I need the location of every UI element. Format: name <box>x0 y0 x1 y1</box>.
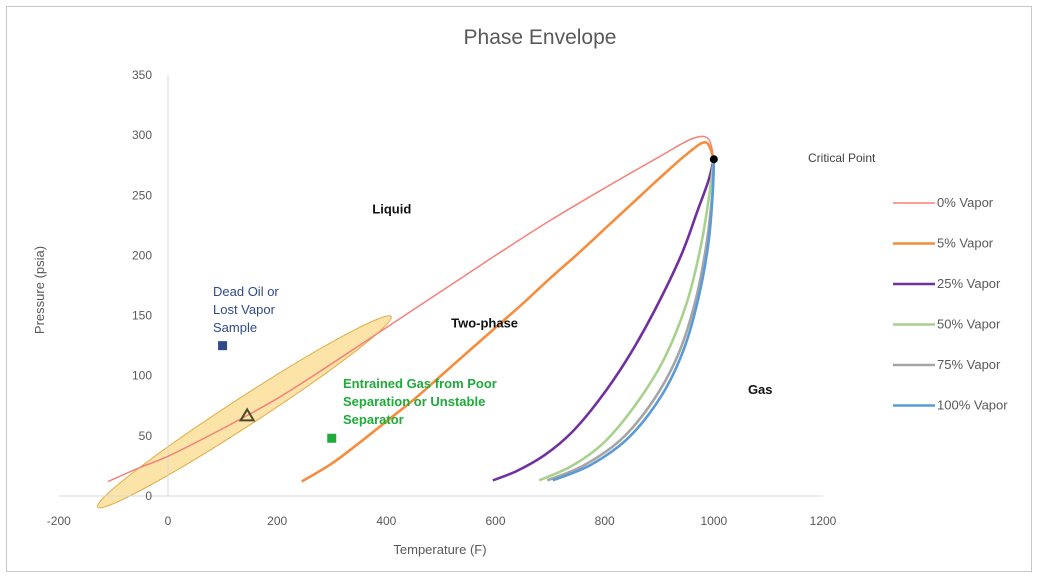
chart-title: Phase Envelope <box>464 26 617 49</box>
triangle-marker <box>238 407 256 422</box>
highlight-ellipse <box>96 315 392 509</box>
region-label-2: Gas <box>748 382 773 397</box>
y-axis-title: Pressure (psia) <box>32 246 47 334</box>
y-tick-label: 300 <box>132 128 152 142</box>
y-tick-label: 150 <box>132 309 152 323</box>
region-label-0: Liquid <box>372 201 411 216</box>
x-tick-label: 200 <box>267 514 287 528</box>
series-line-1 <box>301 141 716 483</box>
y-tick-label: 100 <box>132 369 152 383</box>
x-axis-title: Temperature (F) <box>393 542 486 557</box>
x-tick-label: -200 <box>47 514 71 528</box>
critical-point-marker <box>709 155 718 164</box>
markers-layer <box>218 155 718 443</box>
legend-label-1: 5% Vapor <box>937 236 994 251</box>
y-tick-label: 0 <box>145 489 152 503</box>
series-layer <box>107 135 716 483</box>
square-marker-1 <box>327 433 337 443</box>
x-tick-label: 400 <box>376 514 396 528</box>
series-line-3 <box>538 159 716 482</box>
legend: 0% Vapor 5% Vapor 25% Vapor 50% Vapor 75% Va… <box>893 195 1008 413</box>
x-tick-label: 600 <box>485 514 505 528</box>
y-tick-label: 250 <box>132 188 152 202</box>
dead-oil-label-line2: Lost Vapor <box>213 302 276 317</box>
y-tick-label: 200 <box>132 248 152 262</box>
dead-oil-label-line1: Dead Oil or <box>213 284 279 299</box>
x-tick-label: 0 <box>165 514 172 528</box>
legend-label-5: 100% Vapor <box>937 398 1008 413</box>
series-line-5 <box>552 159 716 482</box>
legend-label-4: 75% Vapor <box>937 357 1001 372</box>
square-marker-0 <box>218 341 228 351</box>
series-line-0 <box>107 135 715 483</box>
entrained-gas-label-line3: Separator <box>343 412 404 427</box>
dead-oil-label-line3: Sample <box>213 320 257 335</box>
critical-point-label: Critical Point <box>808 151 876 165</box>
region-label-1: Two-phase <box>451 316 518 331</box>
y-tick-label: 350 <box>132 68 152 82</box>
highlight-ellipse-layer <box>96 315 392 509</box>
entrained-gas-label-line1: Entrained Gas from Poor <box>343 376 497 391</box>
x-tick-label: 1000 <box>700 514 727 528</box>
chart-frame <box>6 6 1032 572</box>
labels-layer: Temperature (F) Pressure (psia) Critical… <box>32 151 876 557</box>
x-tick-label: 1200 <box>810 514 837 528</box>
entrained-gas-label-line2: Separation or Unstable <box>343 394 485 409</box>
legend-label-2: 25% Vapor <box>937 276 1001 291</box>
axes: -200 0 200 400 600 800 1000 1200 0 50 100 150 200 250… <box>47 68 837 528</box>
legend-label-3: 50% Vapor <box>937 317 1001 332</box>
series-line-2 <box>492 158 716 482</box>
x-tick-label: 800 <box>595 514 615 528</box>
legend-label-0: 0% Vapor <box>937 195 994 210</box>
y-tick-label: 50 <box>139 429 153 443</box>
